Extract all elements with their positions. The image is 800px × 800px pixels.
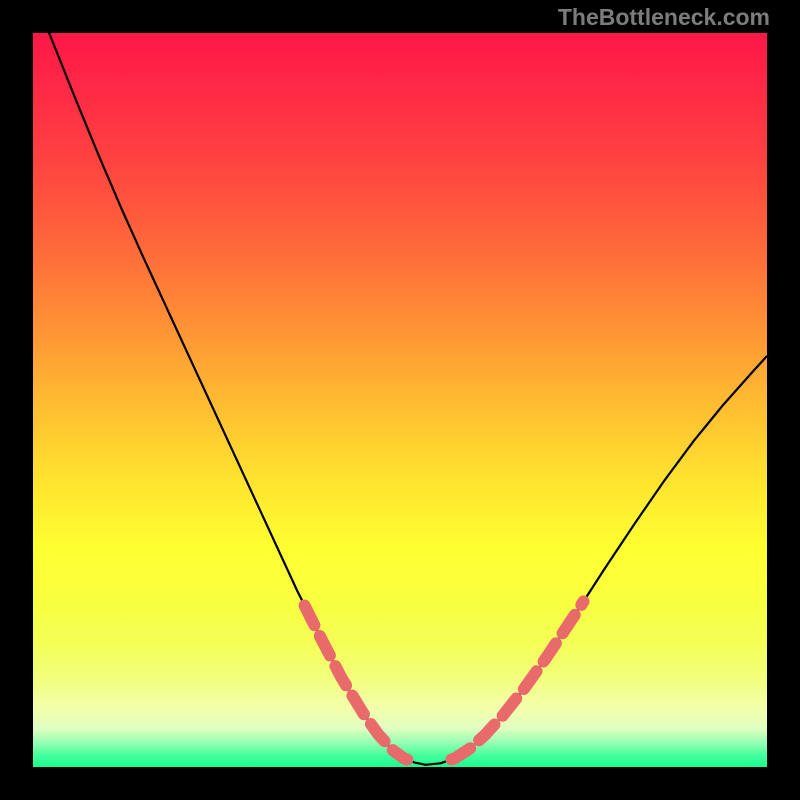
watermark-text: TheBottleneck.com: [558, 4, 770, 31]
plot-background: [33, 33, 767, 767]
bottleneck-curve-chart: [0, 0, 800, 800]
chart-container: TheBottleneck.com: [0, 0, 800, 800]
